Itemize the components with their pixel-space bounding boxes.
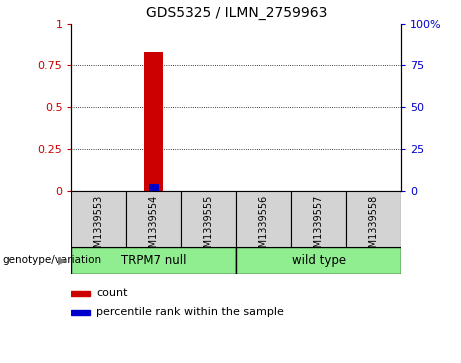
Bar	[181, 191, 236, 247]
Bar	[126, 191, 181, 247]
Text: GSM1339557: GSM1339557	[313, 195, 324, 260]
Bar	[149, 184, 159, 191]
Text: GSM1339558: GSM1339558	[369, 195, 378, 260]
Bar	[71, 247, 236, 274]
Text: ▶: ▶	[59, 256, 67, 265]
Text: genotype/variation: genotype/variation	[2, 256, 101, 265]
Text: GSM1339554: GSM1339554	[149, 195, 159, 260]
Text: percentile rank within the sample: percentile rank within the sample	[96, 307, 284, 317]
Text: GSM1339556: GSM1339556	[259, 195, 269, 260]
Text: TRPM7 null: TRPM7 null	[121, 254, 187, 267]
Bar	[291, 191, 346, 247]
Bar	[236, 247, 401, 274]
Text: GSM1339553: GSM1339553	[94, 195, 104, 260]
Bar	[346, 191, 401, 247]
Bar	[71, 191, 126, 247]
Title: GDS5325 / ILMN_2759963: GDS5325 / ILMN_2759963	[146, 6, 327, 20]
Bar	[71, 310, 89, 315]
Bar	[236, 191, 291, 247]
Text: GSM1339555: GSM1339555	[204, 195, 214, 260]
Bar	[144, 52, 164, 191]
Text: count: count	[96, 288, 128, 298]
Bar	[71, 291, 89, 296]
Text: wild type: wild type	[292, 254, 346, 267]
